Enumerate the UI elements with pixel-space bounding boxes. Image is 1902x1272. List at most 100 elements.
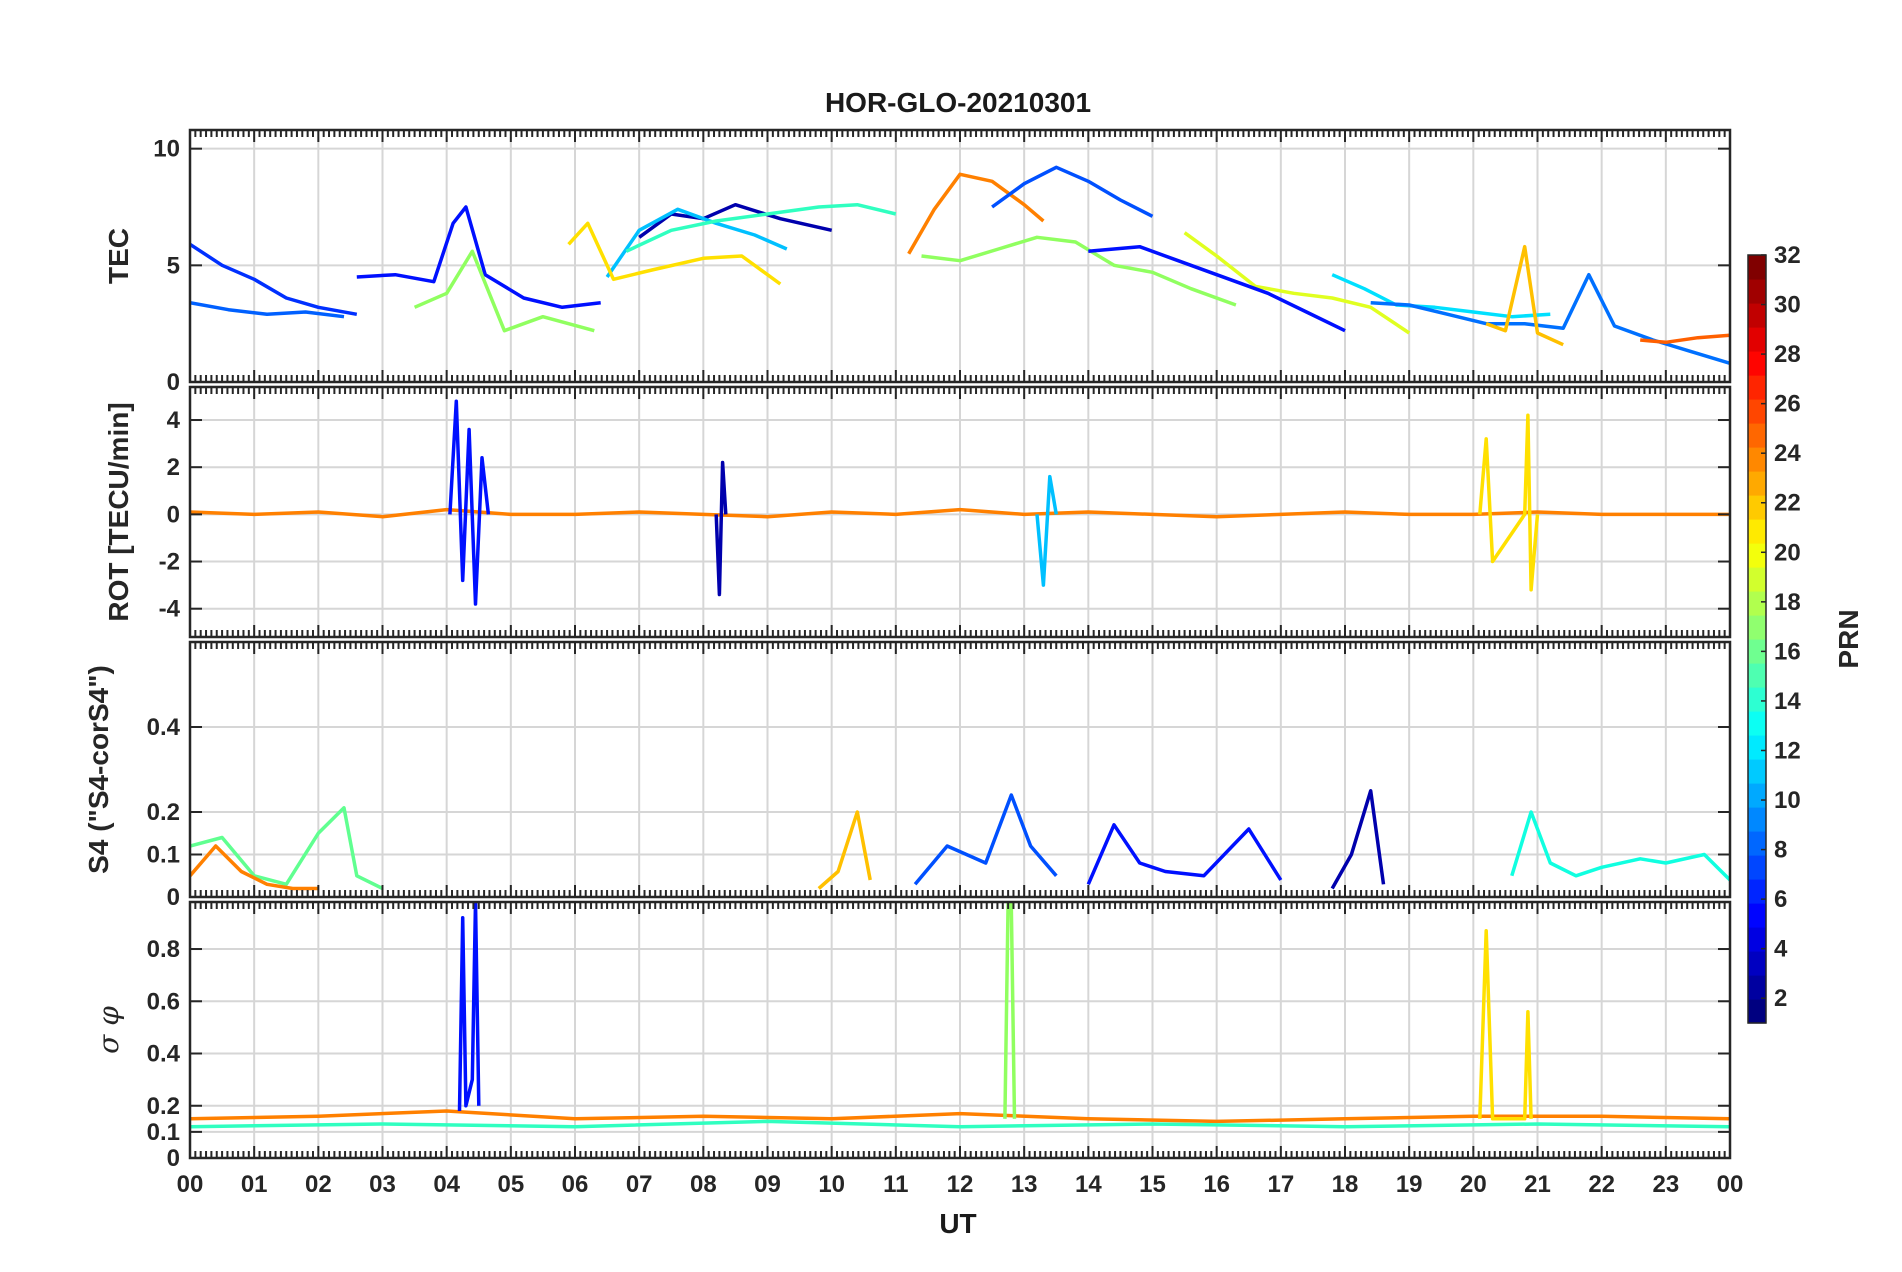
x-axis-label: UT bbox=[939, 1208, 976, 1239]
y-tick-label: 0.2 bbox=[147, 799, 180, 826]
colorbar-tick-label: 30 bbox=[1774, 292, 1801, 319]
y-tick-label: 0 bbox=[167, 884, 180, 911]
colorbar-tick-label: 18 bbox=[1774, 589, 1801, 616]
y-tick-label: 0.6 bbox=[147, 988, 180, 1015]
y-tick-label: 5 bbox=[167, 252, 180, 279]
x-tick-label: 04 bbox=[433, 1171, 460, 1198]
colorbar-tick-label: 28 bbox=[1774, 341, 1801, 368]
x-minor-ticks bbox=[189, 387, 1731, 637]
colorbar-tick-label: 4 bbox=[1774, 936, 1788, 963]
y-tick-label: 0.4 bbox=[147, 1041, 181, 1068]
x-tick-labels: 00 01 02 03 04 05 06 07 08 09 10 11 12 13 14 15 16 17 18 19… bbox=[177, 1171, 1744, 1198]
series-prn-22 bbox=[817, 810, 872, 890]
series-prn-16 bbox=[190, 806, 384, 891]
colorbar-tick-label: 6 bbox=[1774, 886, 1787, 913]
colorbar-segment bbox=[1748, 663, 1766, 688]
colorbar-segment bbox=[1748, 255, 1766, 280]
x-tick-label: 09 bbox=[754, 1171, 781, 1198]
x-tick-label: 12 bbox=[947, 1171, 974, 1198]
y-tick-label: 0.1 bbox=[147, 1119, 180, 1146]
series-prn-23 bbox=[190, 1109, 1730, 1124]
colorbar-segment bbox=[1748, 471, 1766, 496]
colorbar-segment bbox=[1748, 543, 1766, 568]
colorbar-tick-label: 10 bbox=[1774, 787, 1801, 814]
colorbar-segment bbox=[1748, 447, 1766, 472]
colorbar-segment bbox=[1748, 399, 1766, 424]
series-prn-3 bbox=[1086, 823, 1283, 885]
colorbar-segment bbox=[1748, 687, 1766, 712]
series-prn-21 bbox=[1478, 413, 1540, 592]
y-tick-label: 0.1 bbox=[147, 842, 180, 869]
colorbar-tick-label: 32 bbox=[1774, 242, 1801, 269]
colorbar-segment bbox=[1748, 615, 1766, 640]
colorbar-segment bbox=[1748, 567, 1766, 592]
y-tick-label: 10 bbox=[153, 136, 180, 163]
y-axis-label: ROT [TECU/min] bbox=[103, 402, 134, 621]
y-tick-label: 0 bbox=[167, 501, 180, 528]
series-prn-2 bbox=[714, 460, 728, 597]
x-tick-label: 00 bbox=[177, 1171, 204, 1198]
x-tick-label: 08 bbox=[690, 1171, 717, 1198]
colorbar-segment bbox=[1748, 759, 1766, 784]
colorbar-label: PRN bbox=[1833, 609, 1864, 668]
series-prn-2 bbox=[638, 202, 833, 239]
y-tick-label: -2 bbox=[159, 549, 180, 576]
series-group bbox=[190, 399, 1730, 606]
colorbar-segment bbox=[1748, 519, 1766, 544]
series-prn-22 bbox=[1485, 244, 1564, 347]
series-prn-17 bbox=[921, 235, 1237, 307]
colorbar-segment bbox=[1748, 711, 1766, 736]
x-tick-label: 20 bbox=[1460, 1171, 1487, 1198]
x-tick-label: 22 bbox=[1588, 1171, 1615, 1198]
x-tick-label: 16 bbox=[1203, 1171, 1230, 1198]
series-prn-7 bbox=[991, 165, 1154, 218]
x-minor-ticks bbox=[189, 130, 1731, 382]
x-tick-label: 11 bbox=[883, 1171, 908, 1198]
colorbar-tick-label: 22 bbox=[1774, 490, 1801, 517]
y-tick-label: 4 bbox=[167, 407, 181, 434]
x-tick-label: 23 bbox=[1652, 1171, 1679, 1198]
series-prn-3 bbox=[1088, 244, 1346, 333]
y-tick-label: 0 bbox=[167, 1145, 180, 1172]
x-tick-label: 01 bbox=[241, 1171, 268, 1198]
series-prn-15 bbox=[625, 202, 897, 253]
x-tick-label: 03 bbox=[369, 1171, 396, 1198]
colorbar-segment bbox=[1748, 375, 1766, 400]
series-prn-23 bbox=[190, 844, 319, 891]
x-tick-label: 05 bbox=[497, 1171, 524, 1198]
x-tick-label: 06 bbox=[562, 1171, 589, 1198]
series-prn-23 bbox=[190, 507, 1730, 519]
series-prn-3 bbox=[457, 902, 481, 1112]
colorbar-tick-label: 12 bbox=[1774, 737, 1801, 764]
y-axis-label: TEC bbox=[103, 228, 134, 284]
y-tick-label: 0.4 bbox=[147, 714, 181, 741]
colorbar-segment bbox=[1748, 927, 1766, 952]
x-tick-label: 21 bbox=[1524, 1171, 1551, 1198]
series-group bbox=[190, 902, 1730, 1129]
colorbar-segment bbox=[1748, 975, 1766, 1000]
colorbar-segment bbox=[1748, 735, 1766, 760]
series-prn-3 bbox=[356, 205, 601, 310]
colorbar-segment bbox=[1748, 495, 1766, 520]
x-tick-label: 00 bbox=[1717, 1171, 1744, 1198]
series-prn-20 bbox=[1183, 231, 1411, 335]
series-prn-23 bbox=[907, 172, 1045, 255]
colorbar-tick-label: 26 bbox=[1774, 391, 1801, 418]
series-prn-15 bbox=[190, 1119, 1730, 1129]
colorbar-tick-label: 8 bbox=[1774, 837, 1787, 864]
colorbar-tick-label: 16 bbox=[1774, 638, 1801, 665]
x-tick-label: 10 bbox=[818, 1171, 845, 1198]
y-tick-label: 0 bbox=[167, 369, 180, 396]
y-tick-label: 0.2 bbox=[147, 1093, 180, 1120]
series-prn-17 bbox=[413, 249, 595, 333]
colorbar-segment bbox=[1748, 351, 1766, 376]
colorbar-tick-label: 14 bbox=[1774, 688, 1801, 715]
panel-s4: 0 0.1 0.2 0.4 S4 ("S4-corS4") bbox=[83, 640, 1732, 911]
y-tick-label: 0.8 bbox=[147, 936, 180, 963]
colorbar-segment bbox=[1748, 423, 1766, 448]
panel-rot: -4 -2 0 2 4 ROT [TECU/min] bbox=[103, 385, 1732, 639]
colorbar-segment bbox=[1748, 783, 1766, 808]
series-prn-2 bbox=[1330, 789, 1386, 890]
